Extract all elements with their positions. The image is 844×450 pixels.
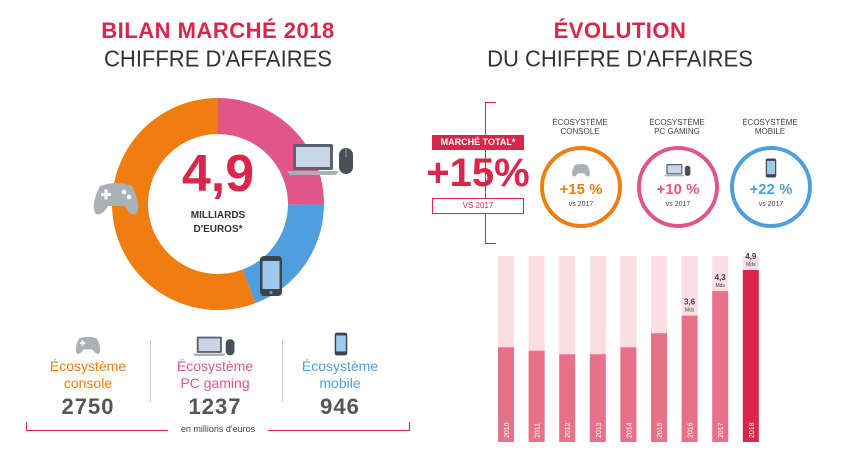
gamepad-icon xyxy=(93,183,139,215)
eco-pc-label: Écosystème PC gaming xyxy=(176,358,254,391)
smartphone-icon xyxy=(765,158,777,178)
bar-2018 xyxy=(742,270,759,442)
segment-mobile-growth: +22 % xyxy=(749,181,793,198)
bar-label-2016: 2016 xyxy=(688,422,695,438)
segment-pc-circle: +10 % vs 2017 xyxy=(637,146,719,228)
smartphone-icon xyxy=(334,332,348,356)
bar-label-2014: 2014 xyxy=(626,422,633,438)
column-divider xyxy=(150,340,151,402)
bar-2015 xyxy=(651,333,667,442)
segment-pc-vs: vs 2017 xyxy=(665,201,691,208)
right-subtitle: DU CHIFFRE D'AFFAIRES xyxy=(487,45,753,72)
segment-mobile-circle: +22 % vs 2017 xyxy=(730,146,812,228)
bar-label-2012: 2012 xyxy=(565,422,572,438)
bar-label-2010: 2010 xyxy=(504,422,511,438)
market-total-vs: VS 2017 xyxy=(432,198,524,214)
bar-label-2013: 2013 xyxy=(596,422,603,438)
donut-center-unit-2: D'EUROS* xyxy=(193,224,243,235)
bar-unit-2018: Mds xyxy=(746,262,756,268)
footnote: en millions d'euros xyxy=(168,424,268,434)
donut-chart xyxy=(112,98,324,310)
bar-2016 xyxy=(681,315,698,442)
segment-console-head: ÉCOSYSTÈME CONSOLE xyxy=(552,118,608,136)
market-total-label: MARCHÉ TOTAL* xyxy=(432,135,524,150)
bar-label-2018: 2018 xyxy=(749,422,756,438)
eco-mobile-label: Écosystème mobile xyxy=(301,358,379,391)
donut-slice-console xyxy=(112,98,256,310)
market-total-growth: +15% xyxy=(426,151,530,195)
segment-pc-growth: +10 % xyxy=(656,181,700,198)
segment-mobile-vs: vs 2017 xyxy=(758,201,784,208)
donut-center-unit-1: MILLIARDS xyxy=(190,210,246,221)
segment-pc-head: ÉCOSYSTÈME PC GAMING xyxy=(649,118,705,136)
bar-chart: 2010 2011 2012 2013 2014 2015 20163,6Mds20174,… xyxy=(498,252,759,442)
left-subtitle: CHIFFRE D'AFFAIRES xyxy=(104,45,332,72)
bar-unit-2016: Mds xyxy=(685,308,695,314)
laptop-mouse-icon xyxy=(287,144,353,175)
bar-2017 xyxy=(712,291,729,442)
bar-2012 xyxy=(559,354,576,442)
column-divider xyxy=(282,340,283,402)
gamepad-icon xyxy=(75,336,101,354)
segment-console-vs: vs 2017 xyxy=(568,201,594,208)
eco-mobile-value: 946 xyxy=(320,394,360,419)
bar-2013 xyxy=(589,354,606,442)
left-title: BILAN MARCHÉ 2018 xyxy=(101,18,335,43)
bar-label-2017: 2017 xyxy=(718,422,725,438)
eco-console-value: 2750 xyxy=(61,394,115,419)
gamepad-icon xyxy=(572,164,590,177)
bar-value-2018: 4,9 xyxy=(745,252,757,261)
segment-console-growth: +15 % xyxy=(559,181,603,198)
eco-pc-value: 1237 xyxy=(188,394,242,419)
bar-2014 xyxy=(620,347,637,442)
laptop-mouse-icon xyxy=(193,336,235,357)
right-title: ÉVOLUTION xyxy=(553,18,687,43)
bar-value-2017: 4,3 xyxy=(715,273,727,282)
bar-unit-2017: Mds xyxy=(715,283,725,289)
bar-2010 xyxy=(498,347,514,442)
segment-mobile-head: ÉCOSYSTÈME MOBILE xyxy=(742,118,798,136)
smartphone-icon xyxy=(260,256,282,296)
bar-label-2015: 2015 xyxy=(657,422,664,438)
donut-slice-pc-gaming xyxy=(218,98,324,205)
laptop-mouse-icon xyxy=(664,164,691,177)
bar-label-2011: 2011 xyxy=(535,423,542,438)
donut-center-value: 4,9 xyxy=(181,145,255,203)
eco-console-label: Écosystème console xyxy=(49,358,127,391)
bar-value-2016: 3,6 xyxy=(684,298,696,307)
bar-2011 xyxy=(528,350,545,442)
market-bracket xyxy=(485,102,496,244)
segment-console-circle: +15 % vs 2017 xyxy=(540,146,622,228)
